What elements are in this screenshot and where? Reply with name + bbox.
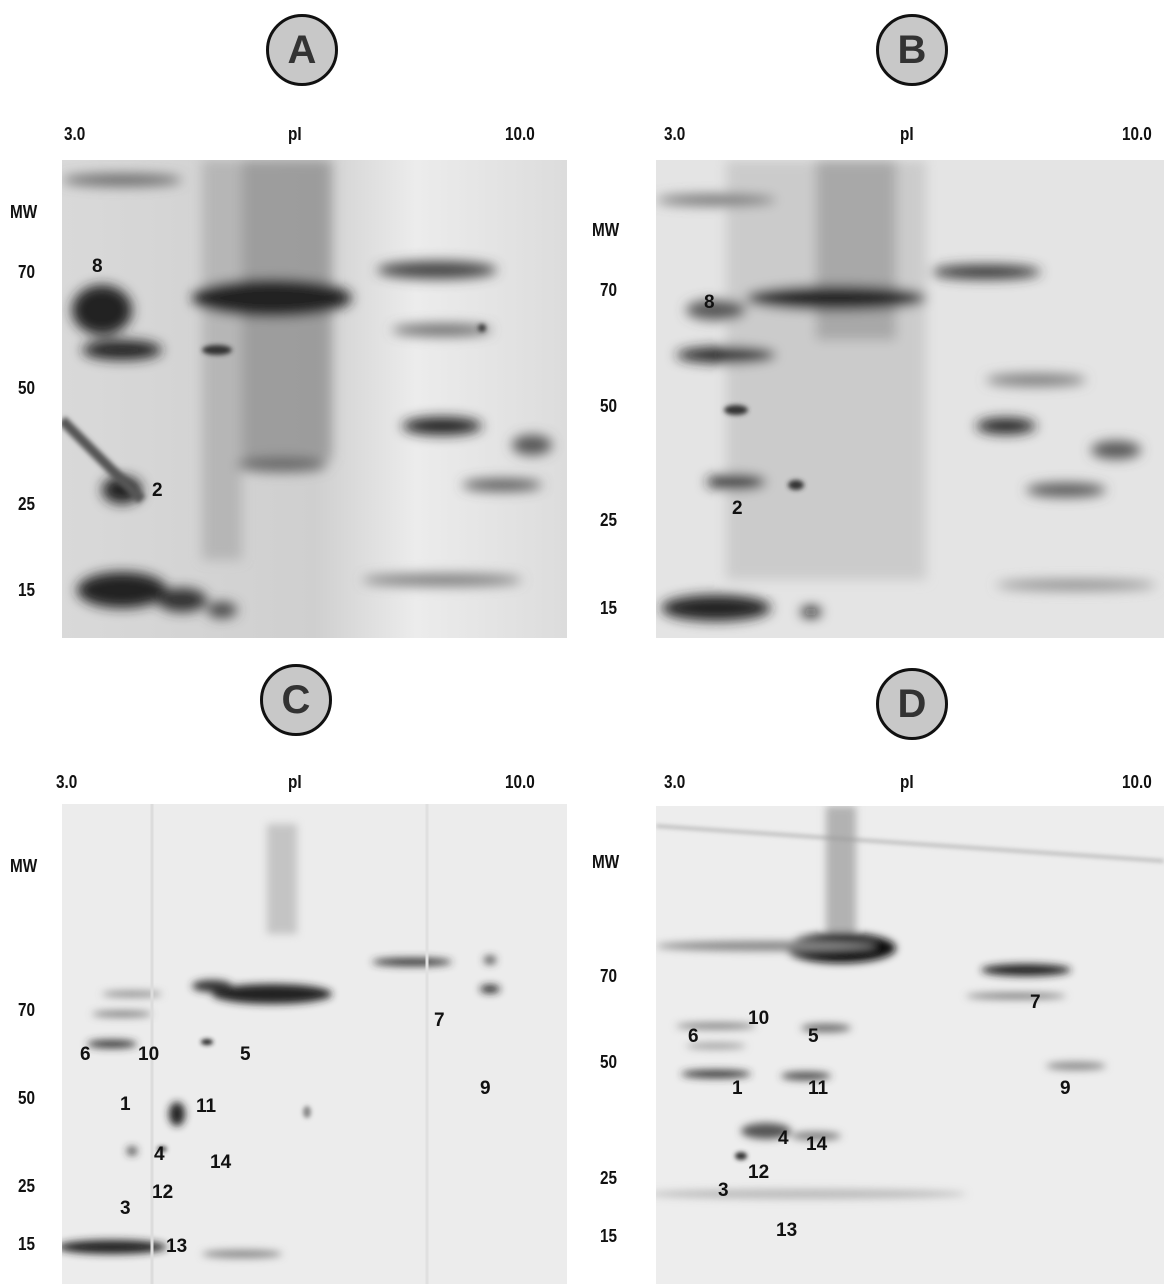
ph-axis-label: pI bbox=[900, 772, 914, 792]
spot-label: 10 bbox=[138, 1044, 160, 1065]
mw-tick-15: 15 bbox=[18, 1234, 36, 1254]
spot-label: 14 bbox=[806, 1134, 828, 1155]
spot-label: 12 bbox=[152, 1182, 174, 1203]
spot-label: 3 bbox=[718, 1180, 729, 1201]
spot-label: 11 bbox=[808, 1078, 829, 1099]
gel-image bbox=[62, 160, 567, 638]
spot-label: 8 bbox=[704, 292, 715, 313]
ph-high-label: 10.0 bbox=[505, 772, 535, 792]
spot-label: 1 bbox=[732, 1078, 743, 1099]
mw-tick-25: 25 bbox=[18, 1176, 36, 1196]
spot-label: 6 bbox=[688, 1026, 699, 1047]
panel-a: A 3.0 pI 10.0 MW 70 50 25 15 bbox=[0, 0, 588, 642]
mw-tick-70: 70 bbox=[18, 1000, 36, 1020]
mw-axis-label: MW bbox=[10, 202, 38, 222]
mw-tick-50: 50 bbox=[600, 1052, 618, 1072]
mw-tick-50: 50 bbox=[18, 378, 36, 398]
spot-label: 4 bbox=[778, 1128, 789, 1149]
spot-label: 13 bbox=[776, 1220, 798, 1241]
ph-high-label: 10.0 bbox=[1122, 124, 1152, 144]
spot-label: 8 bbox=[92, 256, 103, 277]
mw-tick-25: 25 bbox=[600, 1168, 618, 1188]
spot-label: 2 bbox=[152, 480, 163, 501]
ph-axis-label: pI bbox=[288, 772, 302, 792]
gel-image bbox=[62, 804, 567, 1284]
gel-image bbox=[656, 806, 1164, 1284]
ph-high-label: 10.0 bbox=[1122, 772, 1152, 792]
mw-tick-50: 50 bbox=[600, 396, 618, 416]
spot-label: 5 bbox=[240, 1044, 251, 1065]
mw-axis-label: MW bbox=[10, 856, 38, 876]
ph-low-label: 3.0 bbox=[664, 124, 686, 144]
gel-image bbox=[656, 160, 1164, 638]
ph-low-label: 3.0 bbox=[664, 772, 686, 792]
ph-low-label: 3.0 bbox=[64, 124, 86, 144]
spot-label: 1 bbox=[120, 1094, 131, 1115]
panel-label-badge: B bbox=[876, 14, 948, 86]
panel-label-badge: A bbox=[266, 14, 338, 86]
spot-label: 13 bbox=[166, 1236, 188, 1257]
ph-low-label: 3.0 bbox=[56, 772, 78, 792]
spot-label: 4 bbox=[154, 1144, 165, 1165]
panel-c: C 3.0 pI 10.0 MW 70 50 25 15 bbox=[0, 642, 588, 1284]
mw-tick-15: 15 bbox=[18, 580, 36, 600]
mw-tick-50: 50 bbox=[18, 1088, 36, 1108]
ph-axis-label: pI bbox=[288, 124, 302, 144]
mw-axis-label: MW bbox=[592, 852, 620, 872]
spot-label: 7 bbox=[434, 1010, 445, 1031]
ph-axis-label: pI bbox=[900, 124, 914, 144]
spot-label: 12 bbox=[748, 1162, 770, 1183]
spot-label: 6 bbox=[80, 1044, 91, 1065]
spot-label: 14 bbox=[210, 1152, 232, 1173]
spot-label: 10 bbox=[748, 1008, 770, 1029]
mw-tick-25: 25 bbox=[600, 510, 618, 530]
mw-axis-label: MW bbox=[592, 220, 620, 240]
mw-tick-70: 70 bbox=[600, 280, 618, 300]
spot-label: 3 bbox=[120, 1198, 131, 1219]
spot-label: 9 bbox=[480, 1078, 491, 1099]
spot-label: 2 bbox=[732, 498, 743, 519]
mw-tick-15: 15 bbox=[600, 1226, 618, 1246]
mw-tick-25: 25 bbox=[18, 494, 36, 514]
mw-tick-70: 70 bbox=[18, 262, 36, 282]
panel-d: D 3.0 pI 10.0 MW 70 50 25 15 bbox=[588, 642, 1176, 1284]
panel-label-badge: D bbox=[876, 668, 948, 740]
panel-b: B 3.0 pI 10.0 MW 70 50 25 15 bbox=[588, 0, 1176, 642]
mw-tick-15: 15 bbox=[600, 598, 618, 618]
mw-tick-70: 70 bbox=[600, 966, 618, 986]
spot-label: 11 bbox=[196, 1096, 217, 1117]
ph-high-label: 10.0 bbox=[505, 124, 535, 144]
panel-label-badge: C bbox=[260, 664, 332, 736]
spot-label: 5 bbox=[808, 1026, 819, 1047]
spot-label: 9 bbox=[1060, 1078, 1071, 1099]
spot-label: 7 bbox=[1030, 992, 1041, 1013]
